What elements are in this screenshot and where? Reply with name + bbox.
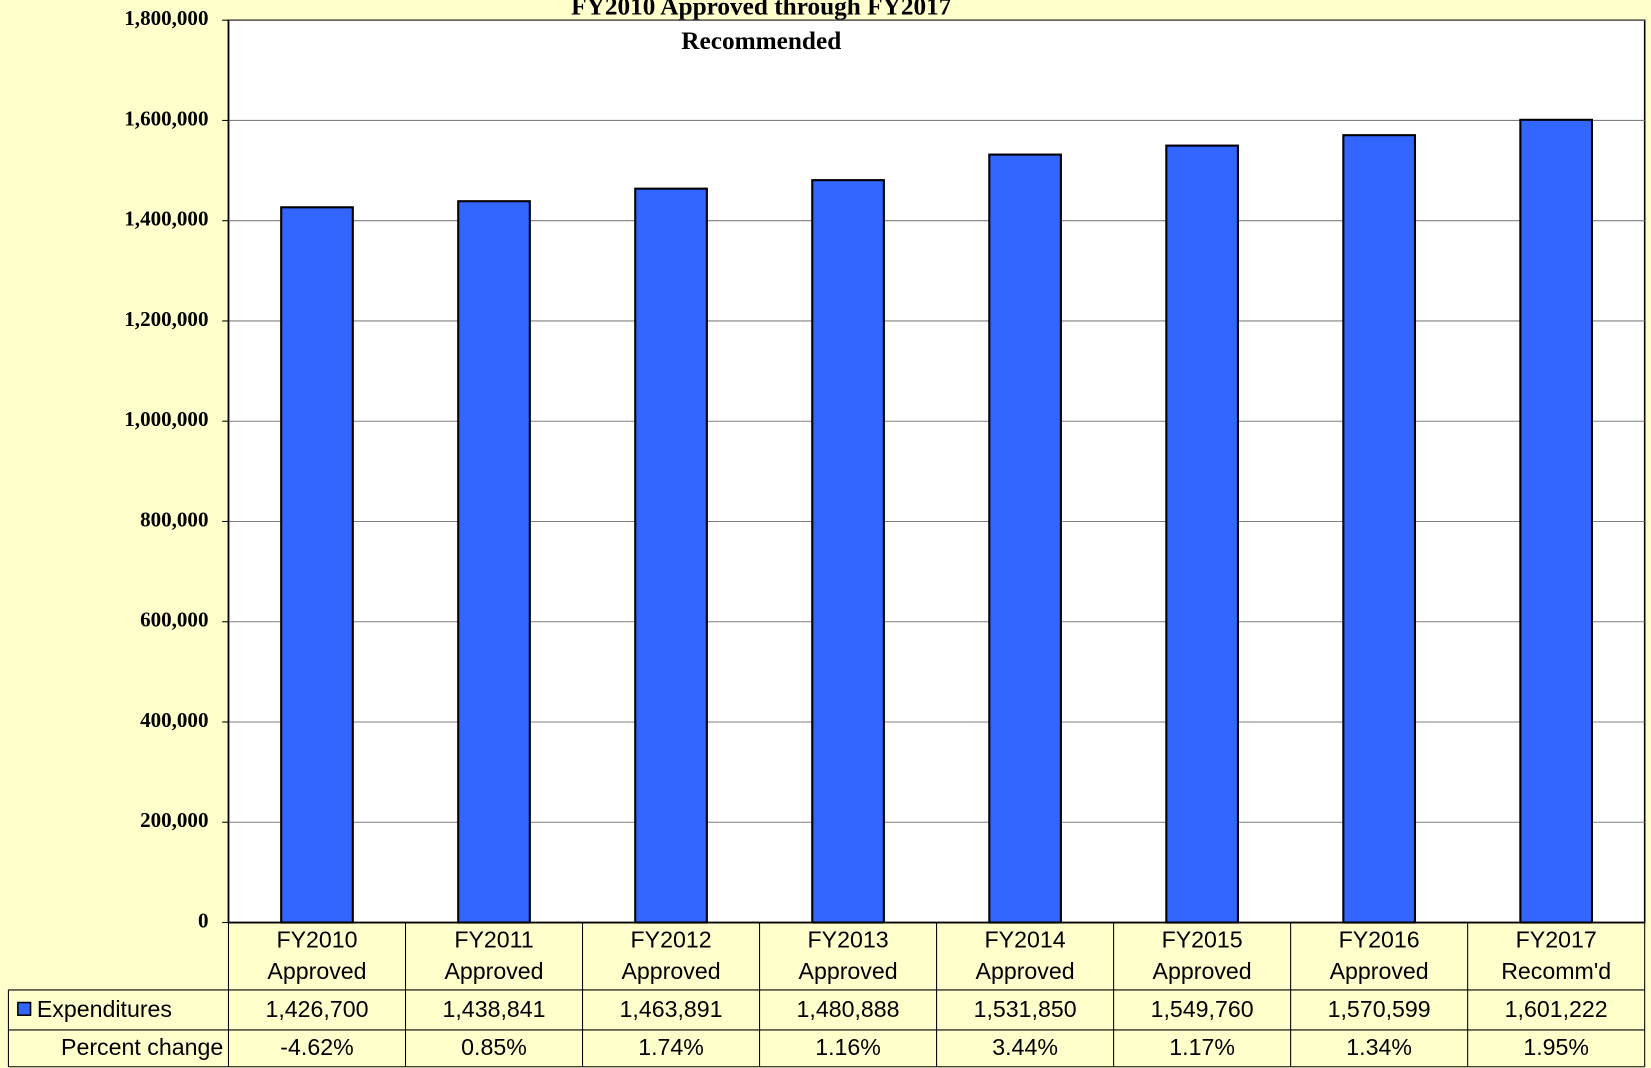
bar: [1519, 118, 1594, 924]
y-tick-label: 0: [198, 908, 209, 932]
table-value: -4.62%: [280, 1034, 353, 1060]
plot-area: [227, 19, 1646, 924]
chart-title: Recommended: [681, 27, 841, 55]
y-tick-label: 600,000: [140, 608, 208, 632]
x-tick-label: Approved: [976, 958, 1075, 984]
table-value: 1,531,850: [974, 996, 1077, 1022]
x-tick-label: Approved: [444, 958, 543, 984]
table-value: 1,480,888: [797, 996, 900, 1022]
legend-label: Expenditures: [37, 996, 172, 1022]
bar: [811, 179, 885, 924]
x-tick-label: Approved: [799, 958, 898, 984]
x-tick-label: FY2012: [630, 927, 711, 953]
table-value: 0.85%: [461, 1034, 527, 1060]
table-value: 1.17%: [1169, 1034, 1235, 1060]
x-tick-label: Approved: [1153, 958, 1252, 984]
chart-title: FY2010 Approved through FY2017: [571, 0, 952, 20]
y-tick-label: 1,600,000: [124, 106, 208, 130]
table-value: 1.95%: [1523, 1034, 1589, 1060]
x-tick-label: FY2016: [1339, 927, 1420, 953]
bar: [280, 206, 354, 924]
x-tick-label: FY2013: [808, 927, 889, 953]
bar: [1165, 144, 1239, 924]
x-tick-label: Approved: [267, 958, 366, 984]
y-tick-label: 400,000: [140, 708, 208, 732]
y-tick-label: 1,200,000: [124, 307, 208, 331]
table-value: 1.74%: [638, 1034, 704, 1060]
y-tick-label: 1,400,000: [124, 207, 208, 231]
y-tick-label: 1,000,000: [124, 407, 208, 431]
bar: [988, 153, 1062, 924]
y-tick-label: 800,000: [140, 507, 208, 531]
y-tick-label: 200,000: [140, 808, 208, 832]
table-value: 3.44%: [992, 1034, 1058, 1060]
table-value: 1,570,599: [1328, 996, 1431, 1022]
x-tick-label: FY2011: [454, 927, 533, 953]
x-tick-label: FY2017: [1516, 927, 1597, 953]
x-tick-label: FY2014: [985, 927, 1066, 953]
row-label: Percent change: [61, 1034, 223, 1060]
y-tick-label: 1,800,000: [124, 6, 208, 30]
table-value: 1,426,700: [265, 996, 368, 1022]
bar: [1342, 134, 1416, 924]
table-value: 1,601,222: [1505, 996, 1608, 1022]
x-tick-label: Approved: [1330, 958, 1429, 984]
bar: [634, 187, 708, 924]
x-tick-label: Approved: [621, 958, 720, 984]
bar: [457, 200, 531, 924]
table-value: 1.16%: [815, 1034, 881, 1060]
x-tick-label: Recomm'd: [1501, 958, 1611, 984]
table-value: 1,549,760: [1151, 996, 1254, 1022]
table-value: 1,463,891: [620, 996, 723, 1022]
x-tick-label: FY2010: [276, 927, 357, 953]
x-tick-label: FY2015: [1162, 927, 1243, 953]
table-value: 1.34%: [1346, 1034, 1412, 1060]
legend-swatch: [17, 1001, 32, 1016]
table-value: 1,438,841: [443, 996, 546, 1022]
